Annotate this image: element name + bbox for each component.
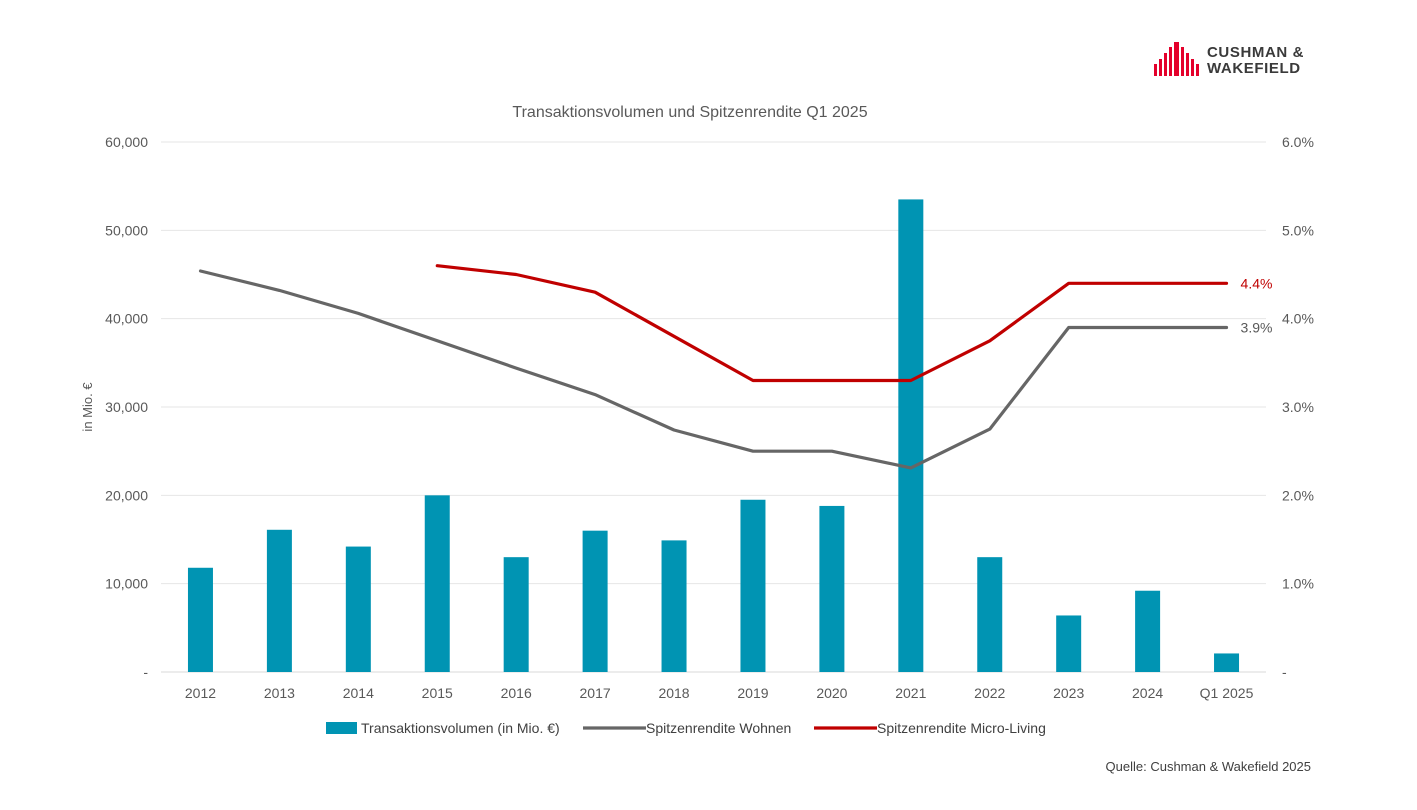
y2-tick-label: 5.0%: [1282, 222, 1314, 238]
x-tick-label: 2012: [185, 685, 216, 701]
x-tick-label: 2015: [422, 685, 453, 701]
category-axis-ticks: 2012 2013 2014 2015 2016 2017 2018 2019 2020 2021…: [185, 685, 1254, 701]
cushman-wakefield-logo: CUSHMAN & WAKEFIELD: [1154, 42, 1324, 78]
x-tick-label: 2019: [737, 685, 768, 701]
line-end-labels: 3.9% 4.4%: [1241, 275, 1273, 335]
y-tick-label: -: [143, 664, 148, 680]
series-line: [198, 269, 1229, 470]
chart-legend: Transaktionsvolumen (in Mio. €) Spitzenre…: [326, 720, 1046, 736]
y-axis-label: in Mio. €: [80, 382, 95, 432]
bar-series: [187, 199, 1240, 672]
bar: [977, 557, 1003, 672]
series-line: [435, 264, 1229, 383]
x-tick-label: 2018: [658, 685, 689, 701]
y2-tick-label: -: [1282, 664, 1287, 680]
bar: [582, 530, 608, 672]
y2-tick-label: 1.0%: [1282, 576, 1314, 592]
x-tick-label: 2016: [501, 685, 532, 701]
legend-label: Spitzenrendite Wohnen: [646, 720, 791, 736]
y-tick-label: 30,000: [105, 399, 148, 415]
bar: [1056, 615, 1082, 672]
y-tick-label: 50,000: [105, 222, 148, 238]
logo-line-1: CUSHMAN &: [1207, 44, 1305, 61]
bar: [424, 495, 450, 672]
logo-text: CUSHMAN & WAKEFIELD: [1207, 45, 1304, 77]
bar: [503, 557, 529, 672]
right-axis-ticks: - 1.0% 2.0% 3.0% 4.0% 5.0% 6.0%: [1282, 134, 1314, 680]
bar: [740, 499, 766, 672]
bar: [898, 199, 924, 672]
y2-tick-label: 2.0%: [1282, 487, 1314, 503]
source-note: Quelle: Cushman & Wakefield 2025: [1105, 759, 1311, 774]
y2-tick-label: 4.0%: [1282, 311, 1314, 327]
x-tick-label: 2020: [816, 685, 847, 701]
legend-label: Spitzenrendite Micro-Living: [877, 720, 1046, 736]
x-tick-label: 2024: [1132, 685, 1163, 701]
x-tick-label: 2014: [343, 685, 374, 701]
bar: [266, 529, 292, 672]
line-end-label: 4.4%: [1241, 275, 1273, 291]
logo-line-2: WAKEFIELD: [1207, 60, 1301, 77]
legend-label: Transaktionsvolumen (in Mio. €): [361, 720, 560, 736]
bar: [187, 567, 213, 672]
y-tick-label: 40,000: [105, 311, 148, 327]
bar: [1214, 653, 1240, 672]
y-tick-label: 10,000: [105, 576, 148, 592]
line-series: [198, 264, 1229, 470]
x-tick-label: 2013: [264, 685, 295, 701]
x-tick-label: 2022: [974, 685, 1005, 701]
x-tick-label: 2017: [580, 685, 611, 701]
left-axis-ticks: - 10,000 20,000 30,000 40,000 50,000 60,000: [105, 134, 148, 680]
x-tick-label: 2021: [895, 685, 926, 701]
y-tick-label: 20,000: [105, 487, 148, 503]
line-end-label: 3.9%: [1241, 320, 1273, 336]
bar: [345, 546, 371, 672]
x-tick-label: Q1 2025: [1200, 685, 1254, 701]
y-tick-label: 60,000: [105, 134, 148, 150]
legend-swatch: [326, 722, 357, 734]
y2-tick-label: 3.0%: [1282, 399, 1314, 415]
chart-title: Transaktionsvolumen und Spitzenrendite Q…: [512, 104, 867, 121]
logo-bars-icon: [1154, 42, 1199, 76]
grid-lines: [161, 141, 1266, 673]
x-tick-label: 2023: [1053, 685, 1084, 701]
bar: [1135, 590, 1161, 672]
y2-tick-label: 6.0%: [1282, 134, 1314, 150]
bar: [661, 540, 687, 672]
bar: [819, 505, 845, 672]
